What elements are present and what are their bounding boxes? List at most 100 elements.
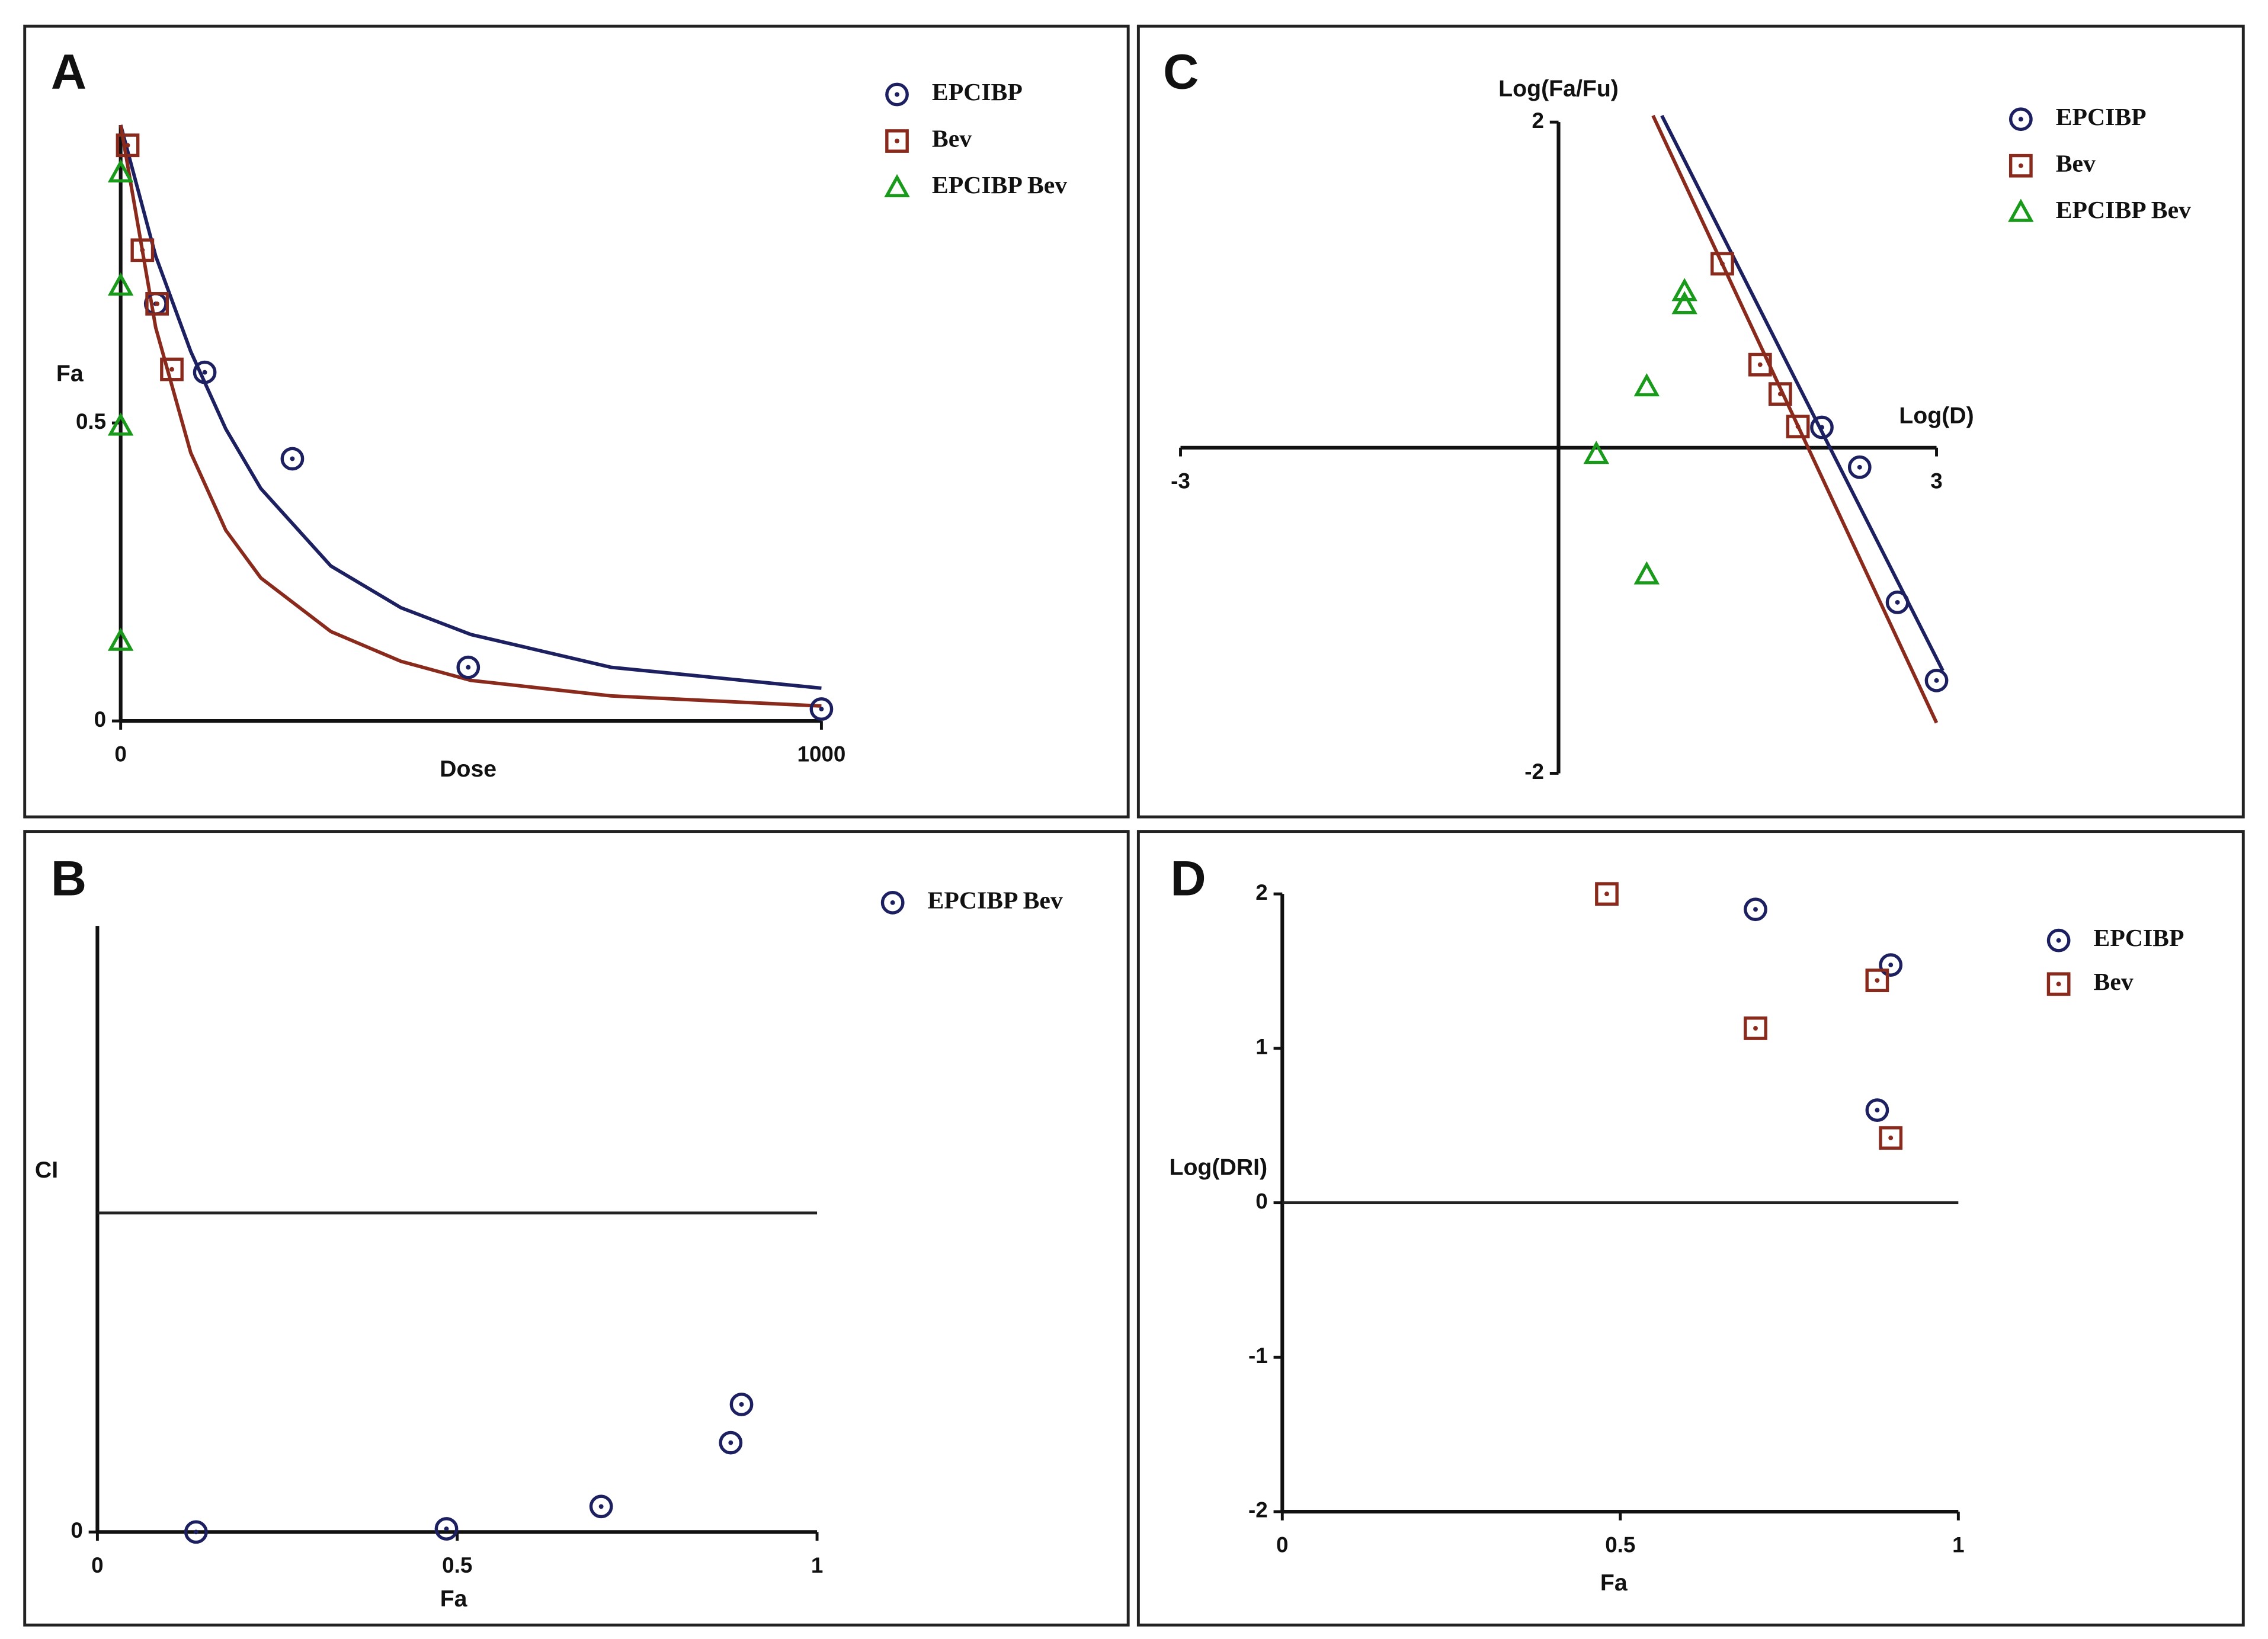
legend-label: EPCIBP Bev — [2056, 197, 2191, 224]
marker-ring — [1810, 415, 1834, 440]
marker-ring — [589, 1494, 613, 1519]
panel-frame — [23, 830, 1130, 1627]
x-axis-label: Fa — [1600, 1570, 1628, 1596]
data-point — [107, 627, 134, 651]
data-point — [434, 1517, 459, 1541]
legend-marker — [884, 174, 910, 198]
data-point — [145, 291, 169, 316]
marker-ring — [1924, 668, 1949, 692]
data-point — [456, 655, 480, 679]
data-point — [160, 357, 184, 381]
panel-frame — [23, 24, 1130, 819]
marker-dot — [290, 456, 295, 461]
data-point — [1865, 1098, 1889, 1122]
marker-dot — [155, 301, 160, 306]
data-point — [1595, 882, 1619, 906]
marker-dot — [1875, 978, 1880, 983]
data-point — [1583, 441, 1610, 464]
marker-dot — [1753, 907, 1758, 912]
x-axis-label: Dose — [440, 756, 496, 782]
marker-triangle — [107, 627, 134, 651]
panel-letter: C — [1163, 44, 1199, 100]
data-point — [589, 1494, 613, 1519]
marker-ring — [434, 1517, 459, 1541]
marker-box — [116, 133, 140, 158]
y-axis-label: Log(Fa/Fu) — [1498, 76, 1619, 102]
fit-line — [118, 124, 822, 708]
data-point — [719, 1430, 743, 1455]
y-axis-label: CI — [35, 1157, 58, 1183]
marker-dot — [466, 665, 471, 670]
marker-dot — [1895, 599, 1900, 605]
data-point — [107, 272, 134, 296]
marker-ring — [184, 1520, 208, 1544]
legend-marker — [2008, 107, 2033, 131]
marker-box — [1595, 882, 1619, 906]
data-point — [1885, 591, 1910, 614]
marker-dot — [125, 143, 130, 148]
legend-label: EPCIBP — [2094, 925, 2184, 952]
marker-ring — [1885, 591, 1910, 614]
marker-box — [160, 357, 184, 381]
marker-triangle — [1671, 291, 1697, 315]
y-tick-label: 0.5 — [76, 409, 106, 434]
data-point — [1633, 373, 1660, 397]
marker-triangle — [1633, 373, 1660, 397]
marker-ring — [2046, 928, 2071, 952]
data-point — [280, 447, 305, 471]
legend-marker — [885, 129, 909, 153]
marker-dot — [140, 248, 145, 253]
legend-marker — [2008, 153, 2033, 178]
marker-dot — [1888, 963, 1894, 967]
marker-triangle — [107, 272, 134, 296]
legend-label: Bev — [932, 126, 972, 153]
marker-dot — [1604, 891, 1609, 897]
legend-label: EPCIBP Bev — [928, 887, 1063, 914]
data-point — [193, 360, 217, 384]
fit-line — [1660, 114, 1945, 672]
marker-dot — [1720, 261, 1725, 267]
data-point — [130, 238, 155, 262]
x-axis-label: Fa — [440, 1586, 468, 1612]
marker-box — [1748, 352, 1772, 377]
marker-dot — [169, 367, 174, 372]
marker-dot — [895, 92, 899, 97]
marker-ring — [193, 360, 217, 384]
marker-triangle — [1583, 441, 1610, 464]
marker-dot — [895, 139, 899, 143]
y-tick-label: 0 — [71, 1518, 82, 1542]
data-point — [1865, 968, 1889, 993]
data-point — [1744, 897, 1767, 922]
marker-ring — [885, 82, 909, 107]
marker-box — [1768, 382, 1792, 406]
marker-box — [2008, 153, 2033, 178]
data-point — [1879, 953, 1903, 977]
x-tick-label: 0 — [1276, 1533, 1288, 1557]
legend-marker — [2046, 928, 2071, 952]
data-point — [107, 412, 134, 436]
marker-triangle — [1633, 561, 1660, 585]
marker-ring — [880, 890, 905, 915]
marker-box — [2046, 972, 2071, 996]
legend-marker — [885, 82, 909, 107]
data-point — [1748, 352, 1772, 377]
marker-dot — [1857, 464, 1862, 470]
marker-dot — [1819, 425, 1824, 430]
marker-dot — [202, 370, 207, 375]
y-tick-label: 1 — [1255, 1035, 1267, 1059]
marker-dot — [444, 1526, 449, 1531]
legend-label: EPCIBP Bev — [932, 172, 1067, 199]
data-point — [1744, 1016, 1767, 1040]
y-tick-label: -1 — [1248, 1343, 1268, 1368]
x-tick-label: 1000 — [797, 742, 845, 766]
legend-marker — [2008, 198, 2034, 222]
marker-triangle — [107, 412, 134, 436]
marker-dot — [739, 1402, 744, 1407]
y-axis-label: Fa — [56, 360, 84, 386]
marker-ring — [719, 1430, 743, 1455]
marker-dot — [1875, 1108, 1880, 1113]
x-tick-label: -3 — [1171, 469, 1190, 493]
y-tick-label: -2 — [1248, 1498, 1268, 1522]
marker-box — [1786, 415, 1810, 438]
